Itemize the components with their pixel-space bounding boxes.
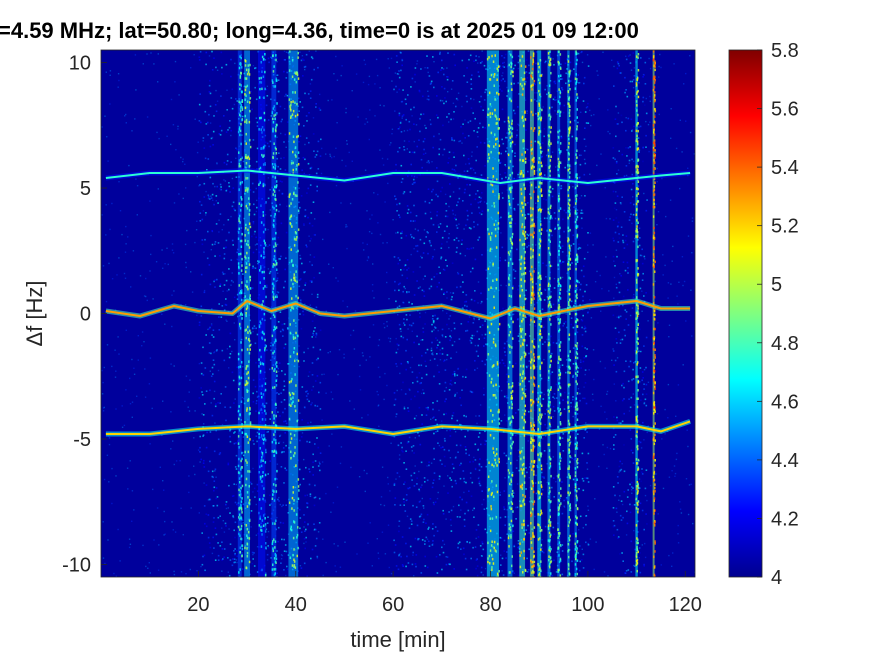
trace-line-1 xyxy=(105,300,691,320)
interference-band-1 xyxy=(244,50,252,577)
colorbar: 5.8 5.6 5.4 5.2 5 4.8 4.6 4.4 4.2 4 xyxy=(728,40,799,589)
colorbar-tick-label: 5 xyxy=(771,274,782,296)
doppler-traces xyxy=(105,168,691,437)
y-tick-label: 10 xyxy=(69,53,91,75)
plot-frame xyxy=(100,49,696,578)
interference-band-7 xyxy=(519,50,527,577)
x-tick-label: 60 xyxy=(382,594,404,616)
colorbar-tick-label: 4.2 xyxy=(771,508,799,530)
trace-line-2 xyxy=(105,420,691,435)
colorbar-gradient xyxy=(728,49,763,578)
x-tick-label: 80 xyxy=(479,594,501,616)
trace-line-0 xyxy=(105,169,691,184)
colorbar-tick-label: 4 xyxy=(771,567,782,589)
interference-band-0 xyxy=(237,50,244,577)
x-tick-label: 20 xyxy=(187,594,209,616)
colorbar-tick-label: 4.8 xyxy=(771,333,799,355)
colorbar-ticks: 5.8 5.6 5.4 5.2 5 4.8 4.6 4.4 4.2 4 xyxy=(757,40,799,589)
interference-band-14 xyxy=(635,50,640,577)
colorbar-tick-label: 4.6 xyxy=(771,391,799,413)
x-axis-ticks: 20 40 60 80 100 120 xyxy=(187,571,702,616)
spectrogram-plot xyxy=(101,50,695,577)
y-tick-label: -5 xyxy=(73,429,91,451)
colorbar-tick-label: 5.4 xyxy=(771,157,799,179)
colorbar-tick-label: 5.6 xyxy=(771,99,799,121)
interference-band-12 xyxy=(567,50,572,577)
colorbar-tick-label: 5.2 xyxy=(771,216,799,238)
interference-band-13 xyxy=(574,50,579,577)
y-axis-ticks: 10 5 0 -5 -10 xyxy=(62,53,107,576)
y-tick-label: 5 xyxy=(80,178,91,200)
x-tick-label: 100 xyxy=(571,594,604,616)
interference-band-6 xyxy=(507,50,514,577)
interference-band-3 xyxy=(271,50,278,577)
interference-band-15 xyxy=(652,50,657,577)
colorbar-tick-label: 5.8 xyxy=(771,40,799,62)
x-tick-label: 120 xyxy=(669,594,702,616)
chart-title: =4.59 MHz; lat=50.80; long=4.36, time=0 … xyxy=(0,18,639,43)
x-tick-label: 40 xyxy=(285,594,307,616)
interference-band-4 xyxy=(288,50,300,577)
x-axis-label: time [min] xyxy=(350,627,445,652)
colorbar-tick-label: 4.4 xyxy=(771,450,799,472)
y-tick-label: 0 xyxy=(80,304,91,326)
y-tick-label: -10 xyxy=(62,554,91,576)
y-axis-label: Δf [Hz] xyxy=(22,280,47,346)
